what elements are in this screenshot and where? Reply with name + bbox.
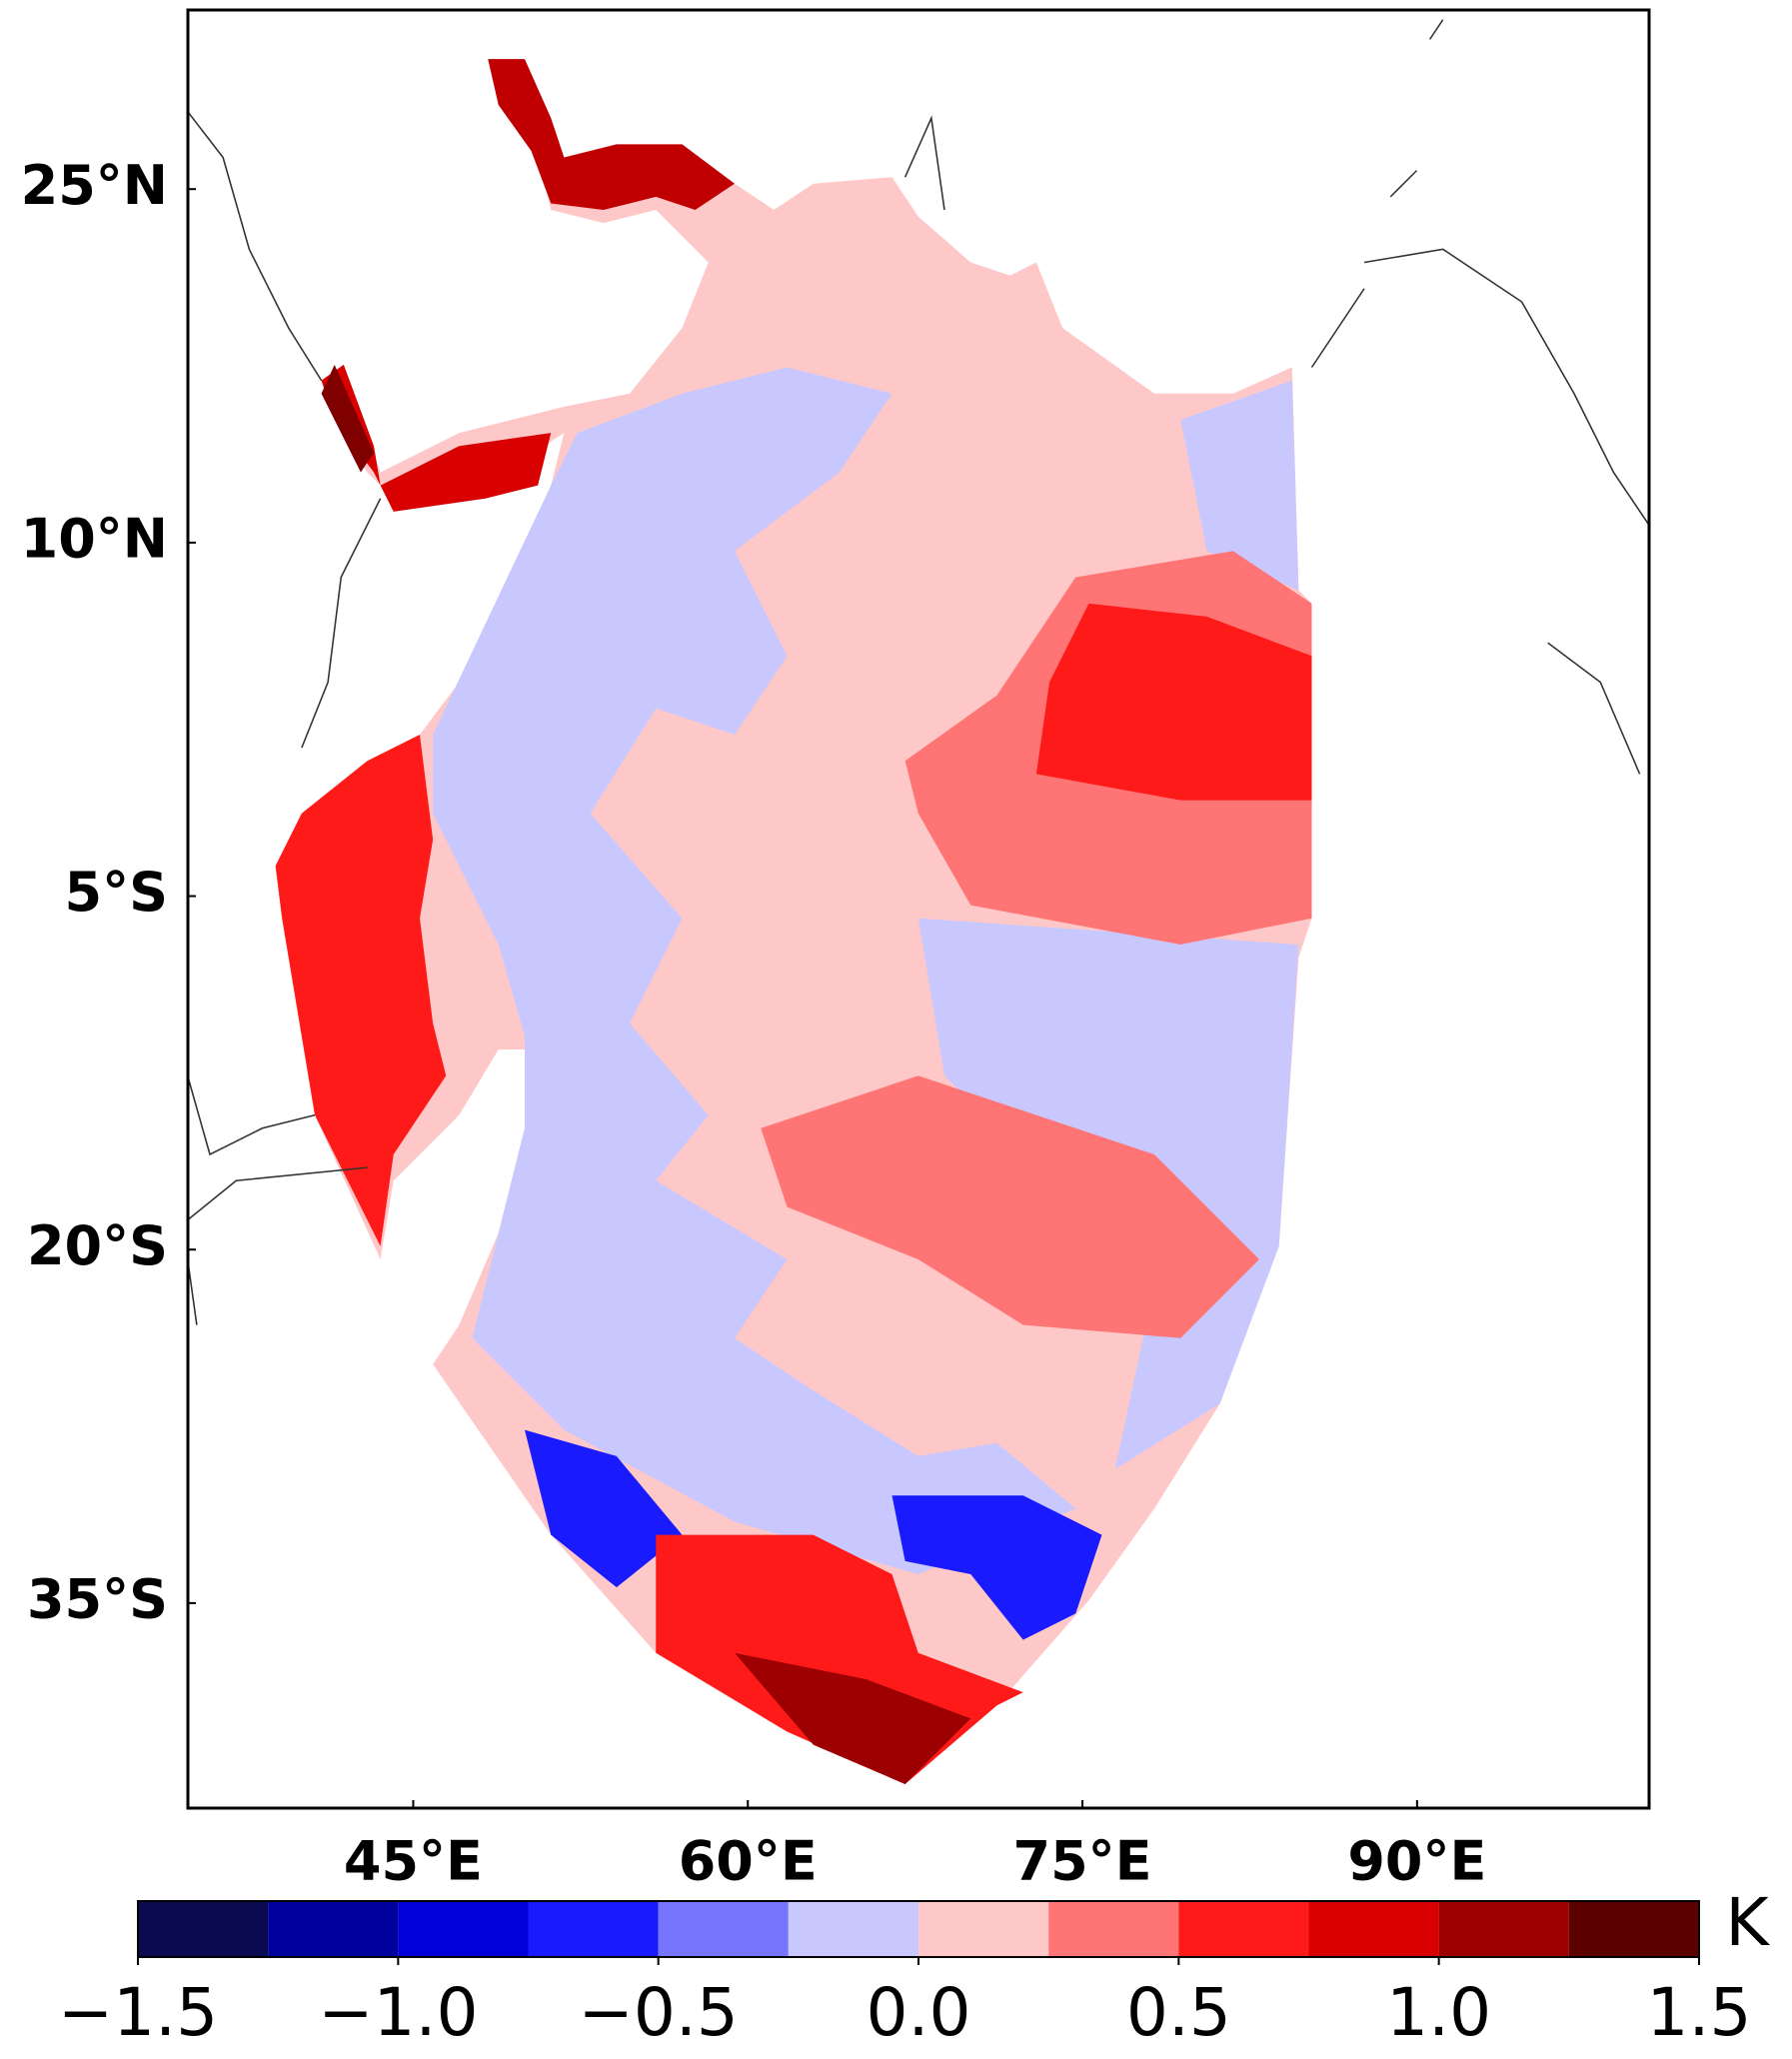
cold-south xyxy=(892,1495,1102,1640)
coastline xyxy=(186,19,1650,1325)
colorbar-tick-label: 1.0 xyxy=(1386,1974,1491,2051)
colorbar-segment xyxy=(1568,1901,1699,1957)
y-tick-label: 35°S xyxy=(27,1568,168,1631)
colorbar-tick-label: −1.5 xyxy=(58,1974,218,2051)
hot-gulf xyxy=(321,364,375,473)
colorbar-segment xyxy=(918,1901,1049,1957)
map-frame xyxy=(186,8,1651,1810)
colorbar-segment xyxy=(658,1901,789,1957)
colorbar-segment xyxy=(138,1901,269,1957)
colorbar-tick-label: 1.5 xyxy=(1647,1974,1752,2051)
hot-gulf xyxy=(321,364,552,512)
cool-region xyxy=(433,367,1076,1574)
colorbar-segment xyxy=(268,1901,399,1957)
colorbar-segment xyxy=(1178,1901,1309,1957)
y-tick-label: 20°S xyxy=(27,1214,168,1277)
warm-region xyxy=(761,1075,1259,1338)
y-tick-label: 5°S xyxy=(65,861,168,924)
colorbar-tick-label: −1.0 xyxy=(318,1974,478,2051)
cool-region xyxy=(1180,380,1299,591)
colorbar-segment xyxy=(1048,1901,1179,1957)
hot-red-sea xyxy=(488,59,735,210)
colorbar-tick-label: 0.5 xyxy=(1126,1974,1231,2051)
colorbar-segment xyxy=(398,1901,529,1957)
hot-south xyxy=(735,1652,971,1784)
hot-coast xyxy=(275,735,447,1246)
map-field xyxy=(186,19,1650,1784)
y-tick-label: 25°N xyxy=(21,154,168,217)
colorbar-unit: K xyxy=(1725,1884,1770,1961)
hot-region xyxy=(1035,603,1312,801)
y-tick-label: 10°N xyxy=(21,508,168,571)
x-tick-label: 45°E xyxy=(344,1830,483,1893)
x-tick-label: 75°E xyxy=(1013,1830,1152,1893)
x-tick-label: 90°E xyxy=(1347,1830,1486,1893)
colorbar-segment xyxy=(1308,1901,1439,1957)
colorbar-segment xyxy=(528,1901,659,1957)
cold-south xyxy=(525,1429,683,1588)
colorbar-tick-label: −0.5 xyxy=(579,1974,739,2051)
colorbar-tick-label: 0.0 xyxy=(867,1974,971,2051)
colorbar-segment xyxy=(788,1901,918,1957)
x-tick-label: 60°E xyxy=(679,1830,818,1893)
colorbar-segment xyxy=(1438,1901,1569,1957)
